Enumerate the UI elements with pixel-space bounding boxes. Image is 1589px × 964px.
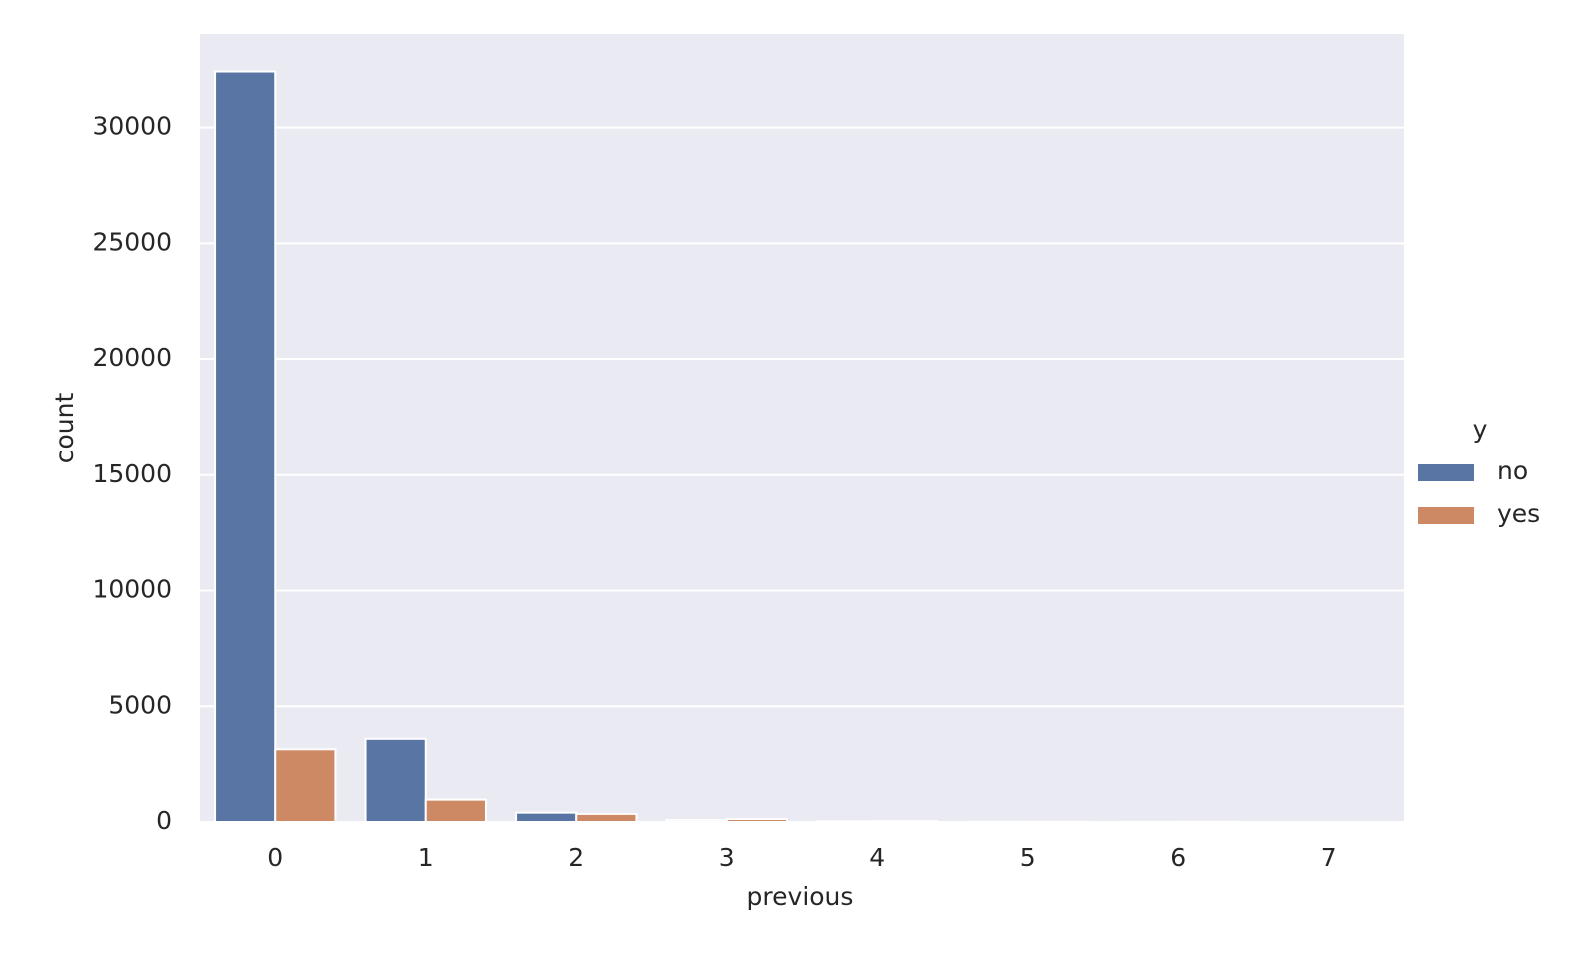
x-tick-label: 1 bbox=[418, 843, 434, 872]
x-tick-label: 3 bbox=[719, 843, 735, 872]
x-tick-label: 7 bbox=[1321, 843, 1337, 872]
legend-title: y bbox=[1473, 415, 1488, 444]
x-tick-label: 6 bbox=[1170, 843, 1186, 872]
x-tick-label: 4 bbox=[869, 843, 885, 872]
y-tick-label: 15000 bbox=[92, 459, 172, 488]
y-tick-label: 30000 bbox=[92, 112, 172, 141]
x-axis-label: previous bbox=[747, 882, 854, 911]
x-tick-label: 2 bbox=[568, 843, 584, 872]
y-tick-label: 5000 bbox=[108, 690, 172, 719]
x-tick-label: 5 bbox=[1020, 843, 1036, 872]
legend-swatch bbox=[1418, 507, 1474, 524]
legend-swatch bbox=[1418, 464, 1474, 481]
legend-label: no bbox=[1497, 456, 1528, 485]
bar bbox=[727, 819, 787, 822]
bar bbox=[366, 739, 426, 822]
y-tick-label: 10000 bbox=[92, 575, 172, 604]
bar bbox=[576, 814, 636, 822]
x-tick-label: 0 bbox=[267, 843, 283, 872]
plot-area bbox=[200, 34, 1404, 822]
bar bbox=[817, 821, 877, 822]
bar bbox=[667, 820, 727, 822]
bar bbox=[215, 72, 275, 822]
y-tick-label: 20000 bbox=[92, 343, 172, 372]
legend-label: yes bbox=[1497, 499, 1540, 528]
y-tick-label: 25000 bbox=[92, 227, 172, 256]
bar bbox=[516, 813, 576, 822]
y-tick-label: 0 bbox=[156, 806, 172, 835]
bar bbox=[877, 821, 937, 822]
y-axis-label: count bbox=[50, 393, 79, 464]
bar bbox=[426, 800, 486, 822]
bar bbox=[275, 749, 335, 822]
